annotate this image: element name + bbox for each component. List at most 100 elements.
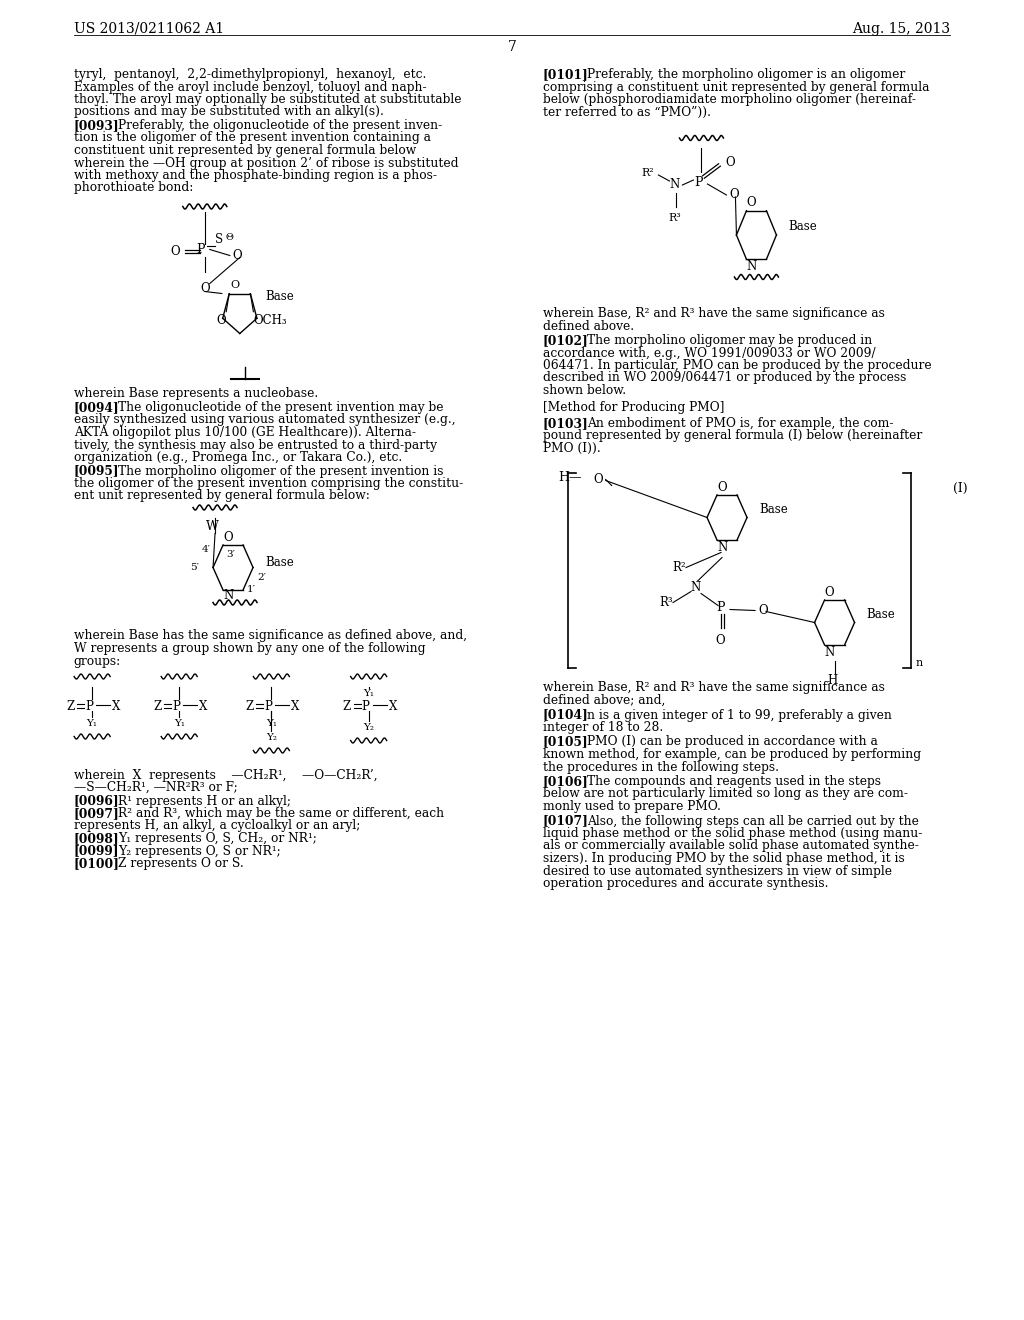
Text: accordance with, e.g., WO 1991/009033 or WO 2009/: accordance with, e.g., WO 1991/009033 or…	[543, 346, 876, 359]
Text: W represents a group shown by any one of the following: W represents a group shown by any one of…	[74, 642, 425, 655]
Text: with methoxy and the phosphate-binding region is a phos-: with methoxy and the phosphate-binding r…	[74, 169, 436, 182]
Text: Z: Z	[342, 700, 351, 713]
Text: P: P	[716, 601, 724, 614]
Text: 064471. In particular, PMO can be produced by the procedure: 064471. In particular, PMO can be produc…	[543, 359, 932, 372]
Text: operation procedures and accurate synthesis.: operation procedures and accurate synthe…	[543, 876, 828, 890]
Text: R²: R²	[642, 168, 654, 178]
Text: 1′: 1′	[247, 585, 256, 594]
Text: Y₂: Y₂	[364, 722, 374, 731]
Text: als or commercially available solid phase automated synthe-: als or commercially available solid phas…	[543, 840, 919, 853]
Text: below are not particularly limited so long as they are com-: below are not particularly limited so lo…	[543, 788, 907, 800]
Text: N: N	[746, 260, 757, 273]
Text: [0094]: [0094]	[74, 401, 120, 414]
Text: sizers). In producing PMO by the solid phase method, it is: sizers). In producing PMO by the solid p…	[543, 851, 904, 865]
Text: Base: Base	[265, 556, 294, 569]
Text: US 2013/0211062 A1: US 2013/0211062 A1	[74, 22, 224, 36]
Text: 4′: 4′	[202, 545, 211, 554]
Text: thoyl. The aroyl may optionally be substituted at substitutable: thoyl. The aroyl may optionally be subst…	[74, 92, 461, 106]
Text: groups:: groups:	[74, 655, 121, 668]
Text: Also, the following steps can all be carried out by the: Also, the following steps can all be car…	[587, 814, 919, 828]
Text: P: P	[264, 700, 272, 713]
Text: wherein Base has the same significance as defined above, and,: wherein Base has the same significance a…	[74, 630, 467, 643]
Text: shown below.: shown below.	[543, 384, 626, 397]
Text: P: P	[197, 243, 205, 256]
Text: wherein the —OH group at position 2’ of ribose is substituted: wherein the —OH group at position 2’ of …	[74, 157, 458, 169]
Text: O: O	[170, 246, 179, 257]
Text: described in WO 2009/064471 or produced by the process: described in WO 2009/064471 or produced …	[543, 371, 906, 384]
Text: P: P	[694, 176, 702, 189]
Text: An embodiment of PMO is, for example, the com-: An embodiment of PMO is, for example, th…	[587, 417, 893, 430]
Text: liquid phase method or the solid phase method (using manu-: liquid phase method or the solid phase m…	[543, 828, 922, 840]
Text: known method, for example, can be produced by performing: known method, for example, can be produc…	[543, 748, 921, 762]
Text: [0105]: [0105]	[543, 735, 589, 748]
Text: [0099]: [0099]	[74, 845, 119, 858]
Text: [0107]: [0107]	[543, 814, 589, 828]
Text: constituent unit represented by general formula below: constituent unit represented by general …	[74, 144, 416, 157]
Text: the procedures in the following steps.: the procedures in the following steps.	[543, 760, 778, 774]
Text: [0104]: [0104]	[543, 709, 589, 722]
Text: below (phosphorodiamidate morpholino oligomer (hereinaf-: below (phosphorodiamidate morpholino oli…	[543, 92, 915, 106]
Text: O: O	[824, 586, 835, 599]
Text: [0096]: [0096]	[74, 795, 120, 808]
Text: [0100]: [0100]	[74, 857, 120, 870]
Text: N: N	[690, 581, 700, 594]
Text: OCH₃: OCH₃	[253, 314, 287, 327]
Text: wherein Base represents a nucleobase.: wherein Base represents a nucleobase.	[74, 387, 318, 400]
Text: Z: Z	[153, 700, 162, 713]
Text: Base: Base	[759, 503, 787, 516]
Text: PMO (I)).: PMO (I)).	[543, 442, 600, 455]
Text: X: X	[112, 700, 121, 713]
Text: R¹ represents H or an alkyl;: R¹ represents H or an alkyl;	[118, 795, 291, 808]
Text: Θ: Θ	[226, 234, 233, 242]
Text: [0093]: [0093]	[74, 119, 120, 132]
Text: X: X	[388, 700, 397, 713]
Text: 2′: 2′	[257, 573, 266, 582]
Text: wherein  X  represents    —CH₂R¹,    —O—CH₂R’,: wherein X represents —CH₂R¹, —O—CH₂R’,	[74, 768, 378, 781]
Text: integer of 18 to 28.: integer of 18 to 28.	[543, 721, 663, 734]
Text: O: O	[758, 605, 768, 616]
Text: Examples of the aroyl include benzoyl, toluoyl and naph-: Examples of the aroyl include benzoyl, t…	[74, 81, 426, 94]
Text: organization (e.g., Promega Inc., or Takara Co.), etc.: organization (e.g., Promega Inc., or Tak…	[74, 451, 402, 465]
Text: O: O	[216, 314, 226, 327]
Text: Base: Base	[788, 220, 817, 234]
Text: O: O	[232, 249, 243, 261]
Text: PMO (I) can be produced in accordance with a: PMO (I) can be produced in accordance wi…	[587, 735, 878, 748]
Text: 3′: 3′	[226, 550, 236, 558]
Text: Preferably, the oligonucleotide of the present inven-: Preferably, the oligonucleotide of the p…	[118, 119, 442, 132]
Text: R³: R³	[659, 597, 673, 609]
Text: [0095]: [0095]	[74, 465, 119, 478]
Text: 7: 7	[508, 40, 516, 54]
Text: 5′: 5′	[190, 562, 199, 572]
Text: N: N	[223, 589, 233, 602]
Text: [Method for Producing PMO]: [Method for Producing PMO]	[543, 400, 724, 413]
Text: [0097]: [0097]	[74, 807, 120, 820]
Text: ter referred to as “PMO”)).: ter referred to as “PMO”)).	[543, 106, 711, 119]
Text: X: X	[199, 700, 208, 713]
Text: positions and may be substituted with an alkyl(s).: positions and may be substituted with an…	[74, 106, 384, 119]
Text: n: n	[915, 659, 923, 668]
Text: Y₁: Y₁	[266, 718, 276, 727]
Text: [0098]: [0098]	[74, 832, 120, 845]
Text: O: O	[717, 480, 727, 494]
Text: Y₂: Y₂	[266, 733, 276, 742]
Text: Aug. 15, 2013: Aug. 15, 2013	[852, 22, 950, 36]
Text: phorothioate bond:: phorothioate bond:	[74, 181, 194, 194]
Text: Y₂ represents O, S or NR¹;: Y₂ represents O, S or NR¹;	[118, 845, 281, 858]
Text: Y₁: Y₁	[87, 718, 97, 727]
Text: Z: Z	[245, 700, 254, 713]
Text: desired to use automated synthesizers in view of simple: desired to use automated synthesizers in…	[543, 865, 892, 878]
Text: wherein Base, R² and R³ have the same significance as: wherein Base, R² and R³ have the same si…	[543, 681, 885, 694]
Text: [0103]: [0103]	[543, 417, 589, 430]
Text: [0101]: [0101]	[543, 69, 589, 81]
Text: defined above; and,: defined above; and,	[543, 694, 666, 708]
Text: Base: Base	[866, 609, 895, 620]
Text: comprising a constituent unit represented by general formula: comprising a constituent unit represente…	[543, 81, 929, 94]
Text: tyryl,  pentanoyl,  2,2-dimethylpropionyl,  hexanoyl,  etc.: tyryl, pentanoyl, 2,2-dimethylpropionyl,…	[74, 69, 426, 81]
Text: P: P	[172, 700, 180, 713]
Text: O: O	[725, 157, 735, 169]
Text: The compounds and reagents used in the steps: The compounds and reagents used in the s…	[587, 775, 881, 788]
Text: easily synthesized using various automated synthesizer (e.g.,: easily synthesized using various automat…	[74, 413, 456, 426]
Text: Y₁ represents O, S, CH₂, or NR¹;: Y₁ represents O, S, CH₂, or NR¹;	[118, 832, 316, 845]
Text: ent unit represented by general formula below:: ent unit represented by general formula …	[74, 490, 370, 503]
Text: (I): (I)	[953, 482, 968, 495]
